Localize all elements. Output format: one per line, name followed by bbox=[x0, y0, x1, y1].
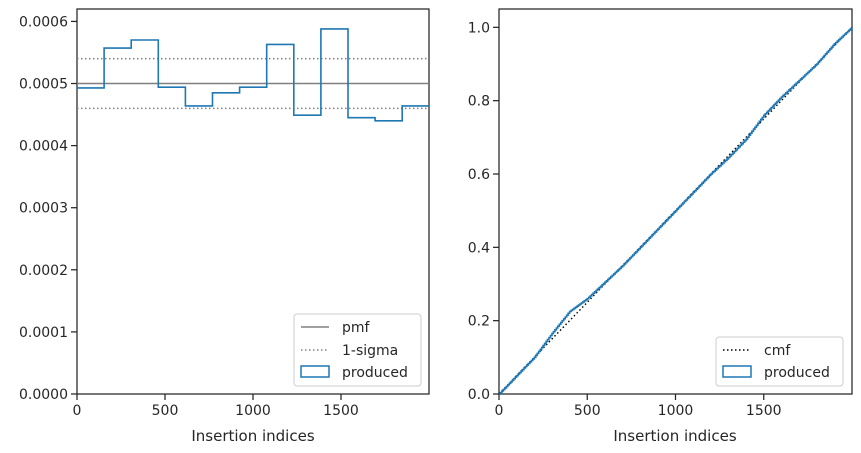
legend-handle-produced bbox=[300, 365, 330, 378]
series-layer bbox=[77, 28, 429, 122]
legend-box bbox=[293, 313, 422, 387]
legend: pmf 1-sigma produced bbox=[293, 313, 422, 387]
x-tick-label: 500 bbox=[152, 403, 179, 419]
y-tick-label: 0.0004 bbox=[19, 139, 68, 155]
cumulative-panel: 0 500 1000 1500 0.0 0.2 0.4 0.6 0.8 1.0 Insertio… bbox=[468, 8, 853, 445]
x-axis-ticks: 0 500 1000 1500 bbox=[73, 394, 359, 419]
series-layer bbox=[498, 26, 853, 395]
x-tick-label: 0 bbox=[495, 403, 504, 419]
y-tick-label: 0.0 bbox=[468, 387, 490, 403]
y-tick-label: 0.0000 bbox=[19, 387, 68, 403]
y-tick-label: 0.0003 bbox=[19, 201, 68, 217]
x-tick-label: 0 bbox=[73, 403, 82, 419]
legend-label-cmf: cmf bbox=[764, 343, 791, 359]
legend-handle-produced bbox=[722, 365, 752, 378]
y-tick-label: 0.6 bbox=[468, 167, 490, 183]
legend-label-1-sigma: 1-sigma bbox=[342, 343, 398, 359]
legend-label-produced: produced bbox=[764, 365, 830, 381]
legend: cmf produced bbox=[715, 336, 844, 387]
y-tick-label: 0.4 bbox=[468, 240, 490, 256]
y-axis-ticks: 0.0000 0.0001 0.0002 0.0003 0.0004 0.0005 0.00… bbox=[19, 14, 77, 403]
x-tick-label: 1000 bbox=[658, 403, 694, 419]
x-tick-label: 1500 bbox=[746, 403, 782, 419]
histogram-panel: 0 500 1000 1500 0.00000.00010.00020.00030.0… bbox=[19, 8, 430, 445]
y-tick-label: 0.0005 bbox=[19, 77, 68, 93]
y-tick-label: 0.0006 bbox=[19, 14, 68, 30]
y-axis-ticks: 0.0 0.2 0.4 0.6 0.8 1.0 bbox=[468, 20, 499, 403]
y-tick-label: 0.2 bbox=[468, 314, 490, 330]
x-axis-ticks: 0 500 1000 1500 bbox=[495, 394, 782, 419]
legend-label-pmf: pmf bbox=[342, 320, 371, 336]
y-tick-label: 0.0001 bbox=[19, 325, 68, 341]
x-axis-label: Insertion indices bbox=[613, 427, 736, 445]
series-produced-line bbox=[77, 28, 429, 122]
x-tick-label: 500 bbox=[574, 403, 601, 419]
series-cmf-line bbox=[498, 26, 853, 395]
y-tick-label: 1.0 bbox=[468, 20, 490, 36]
x-tick-label: 1000 bbox=[235, 403, 271, 419]
series-produced-line bbox=[499, 27, 853, 395]
y-tick-label: 0.0002 bbox=[19, 263, 68, 279]
y-tick-label: 0.8 bbox=[468, 94, 490, 110]
x-axis-label: Insertion indices bbox=[191, 427, 314, 445]
x-tick-label: 1500 bbox=[323, 403, 359, 419]
reference-lines bbox=[77, 57, 429, 110]
legend-label-produced: produced bbox=[342, 365, 408, 381]
